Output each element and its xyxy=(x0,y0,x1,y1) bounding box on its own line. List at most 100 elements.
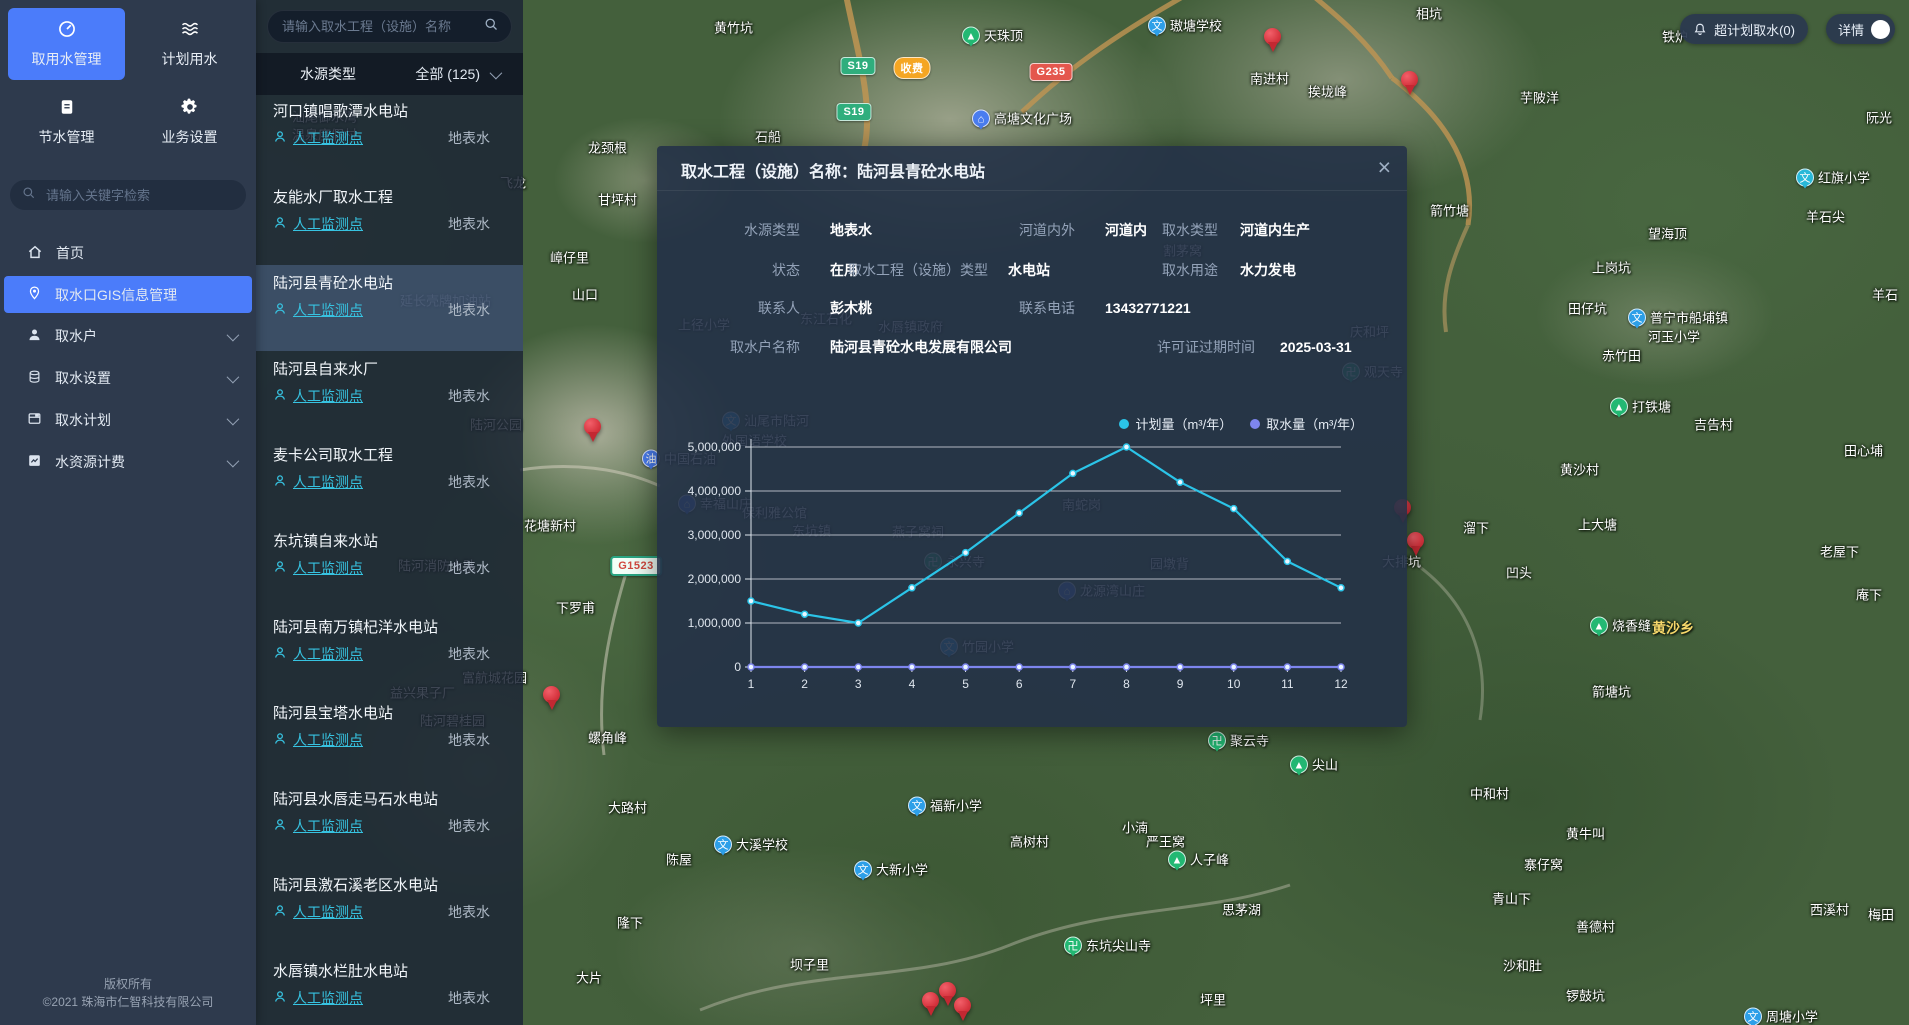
svg-text:10: 10 xyxy=(1227,677,1241,691)
map-label: 大路村 xyxy=(608,800,648,816)
database-icon xyxy=(27,369,42,388)
waves-icon xyxy=(179,19,201,42)
monitor-link[interactable]: 人工监测点 xyxy=(273,214,363,234)
station-list-item[interactable]: 河口镇唱歌潭水电站 人工监测点 地表水 xyxy=(256,93,523,179)
map-pin-marker[interactable] xyxy=(1401,71,1419,96)
app-tab-3[interactable]: 业务设置 xyxy=(131,86,248,158)
gauge-icon xyxy=(57,19,77,42)
map-label: ⌂ 高塘文化广场 xyxy=(972,109,1072,129)
svg-text:0: 0 xyxy=(734,660,741,674)
map-label: 上大塘 xyxy=(1578,517,1618,533)
road-badge: G1523 xyxy=(610,556,662,576)
map-label: 甘坪村 xyxy=(598,192,638,208)
station-search-input[interactable] xyxy=(280,18,476,35)
monitor-link[interactable]: 人工监测点 xyxy=(273,988,363,1008)
map-pin-marker[interactable] xyxy=(584,418,602,443)
field-value: 陆河县青砼水电发展有限公司 xyxy=(830,339,1012,355)
legend-item[interactable]: 计划量（m³/年） xyxy=(1119,414,1232,433)
map-label: 严王窝 xyxy=(1146,834,1186,850)
map-pin-marker[interactable] xyxy=(543,686,561,711)
sidebar-item-label: 取水设置 xyxy=(55,370,111,386)
map-label: 文璈塘学校 xyxy=(1148,16,1222,36)
user-icon xyxy=(27,327,42,345)
legend-item[interactable]: 取水量（m³/年） xyxy=(1250,414,1363,433)
station-name: 陆河县激石溪老区水电站 xyxy=(273,877,439,894)
person-icon xyxy=(273,387,287,405)
sidebar-item-0[interactable]: 首页 xyxy=(4,232,252,274)
person-icon xyxy=(273,817,287,835)
station-list-item[interactable]: 友能水厂取水工程 人工监测点 地表水 xyxy=(256,179,523,265)
app-tab-label: 取用水管理 xyxy=(31,51,102,67)
copyright-line2: ©2021 珠海市仁智科技有限公司 xyxy=(42,995,214,1009)
svg-text:6: 6 xyxy=(1016,677,1023,691)
station-search[interactable] xyxy=(267,10,512,43)
app-tab-0[interactable]: 取用水管理 xyxy=(8,8,125,80)
map-label: ▲ 尖山 xyxy=(1290,755,1338,775)
svg-text:3,000,000: 3,000,000 xyxy=(688,528,742,542)
chevron-down-icon xyxy=(226,370,240,383)
monitor-link[interactable]: 人工监测点 xyxy=(273,558,363,578)
sidebar-item-5[interactable]: 水资源计费 xyxy=(4,441,252,483)
field-value: 水力发电 xyxy=(1240,262,1296,278)
map-label: 龙颈根 xyxy=(588,140,628,156)
monitor-link[interactable]: 人工监测点 xyxy=(273,128,363,148)
water-source-type: 地表水 xyxy=(448,216,490,232)
top-right-controls: 超计划取水(0) 详情 xyxy=(1680,14,1895,44)
doc-icon xyxy=(58,97,76,120)
monitor-link[interactable]: 人工监测点 xyxy=(273,386,363,406)
monitor-link[interactable]: 人工监测点 xyxy=(273,472,363,492)
detail-toggle[interactable]: 详情 xyxy=(1825,14,1895,44)
field-label: 水源类型 xyxy=(744,222,800,238)
map-label: 黄牛叫 xyxy=(1566,826,1606,842)
map-pin-marker[interactable] xyxy=(1407,532,1425,557)
app-tab-2[interactable]: 节水管理 xyxy=(8,86,125,158)
map-pin-marker[interactable] xyxy=(954,997,972,1022)
over-plan-alert-button[interactable]: 超计划取水(0) xyxy=(1680,14,1808,44)
sidebar-item-4[interactable]: 取水计划 xyxy=(4,399,252,441)
monitor-link[interactable]: 人工监测点 xyxy=(273,902,363,922)
station-list-item[interactable]: 陆河县宝塔水电站 人工监测点 地表水 xyxy=(256,695,523,781)
map-pin-marker[interactable] xyxy=(1264,28,1282,53)
monitor-link[interactable]: 人工监测点 xyxy=(273,644,363,664)
search-icon xyxy=(22,186,36,205)
field-value: 河道内生产 xyxy=(1240,222,1310,238)
gear-icon xyxy=(180,97,200,120)
map-label: 庵下 xyxy=(1856,587,1883,603)
field-value: 地表水 xyxy=(830,222,872,238)
station-list-item[interactable]: 陆河县自来水厂 人工监测点 地表水 xyxy=(256,351,523,437)
home-icon xyxy=(27,244,43,263)
station-list-item[interactable]: 陆河县激石溪老区水电站 人工监测点 地表水 xyxy=(256,867,523,953)
sidebar-search-input[interactable] xyxy=(44,186,234,204)
sidebar-item-label: 首页 xyxy=(56,245,84,261)
station-name: 陆河县宝塔水电站 xyxy=(273,705,394,722)
plan-icon xyxy=(27,411,42,429)
sidebar-item-3[interactable]: 取水设置 xyxy=(4,357,252,399)
svg-text:7: 7 xyxy=(1069,677,1076,691)
source-type-filter[interactable]: 水源类型 全部 (125) xyxy=(256,53,523,95)
close-icon[interactable]: × xyxy=(1377,154,1391,180)
sidebar-item-2[interactable]: 取水户 xyxy=(4,315,252,357)
monitor-link[interactable]: 人工监测点 xyxy=(273,730,363,750)
monitor-link[interactable]: 人工监测点 xyxy=(273,300,363,320)
monitor-link[interactable]: 人工监测点 xyxy=(273,816,363,836)
map-pin-marker[interactable] xyxy=(939,982,957,1007)
map-label: 黄沙村 xyxy=(1560,462,1600,478)
station-list-item[interactable]: 麦卡公司取水工程 人工监测点 地表水 xyxy=(256,437,523,523)
station-list-item[interactable]: 水唇镇水栏肚水电站 人工监测点 地表水 xyxy=(256,953,523,1025)
sidebar-item-1[interactable]: 取水口GIS信息管理 xyxy=(4,276,252,313)
app-tab-1[interactable]: 计划用水 xyxy=(131,8,248,80)
map-pin-marker[interactable] xyxy=(922,992,940,1017)
map-label: 凹头 xyxy=(1506,565,1533,581)
water-source-type: 地表水 xyxy=(448,646,490,662)
svg-text:1: 1 xyxy=(748,677,755,691)
map-label: 阮光 xyxy=(1866,110,1893,126)
sidebar-search[interactable] xyxy=(10,180,246,210)
station-list-item[interactable]: 东坑镇自来水站 人工监测点 地表水 xyxy=(256,523,523,609)
station-list-item[interactable]: 陆河县青砼水电站 人工监测点 地表水 xyxy=(256,265,523,351)
peak-poi-icon: ▲ xyxy=(1590,616,1608,636)
station-list-item[interactable]: 陆河县南万镇杞洋水电站 人工监测点 地表水 xyxy=(256,609,523,695)
station-list-item[interactable]: 陆河县水唇走马石水电站 人工监测点 地表水 xyxy=(256,781,523,867)
toggle-knob-icon[interactable] xyxy=(1871,19,1890,39)
map-label: ▲ 烧香缝 xyxy=(1590,616,1651,636)
